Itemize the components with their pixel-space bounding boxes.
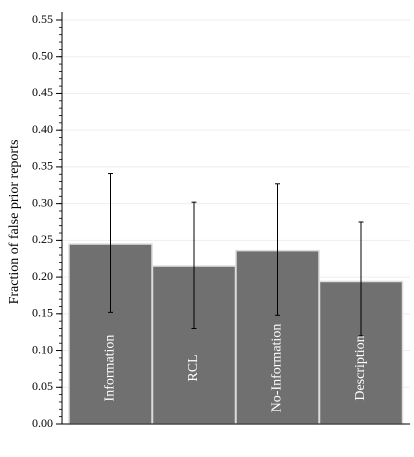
bar-label-rcl: RCL — [186, 354, 201, 381]
y-tick-label: 0.05 — [32, 379, 53, 393]
bar-label-description: Description — [353, 335, 368, 400]
y-tick-label: 0.20 — [32, 269, 53, 283]
y-tick-label: 0.00 — [32, 416, 53, 430]
y-tick-label: 0.45 — [32, 85, 53, 99]
y-axis-ticks: 0.00 0.05 0.10 0.15 0.20 0.25 0.30 0.35 … — [32, 12, 62, 430]
y-tick-label: 0.55 — [32, 12, 53, 26]
y-tick-label: 0.40 — [32, 122, 53, 136]
bar-label-information: Information — [103, 335, 118, 402]
y-tick-label: 0.15 — [32, 306, 53, 320]
bar-label-no-information: No-Information — [270, 324, 285, 413]
bar-labels: Information RCL No-Information Descripti… — [103, 324, 369, 413]
y-tick-label: 0.50 — [32, 48, 53, 62]
y-tick-label: 0.25 — [32, 232, 53, 246]
y-tick-label: 0.30 — [32, 195, 53, 209]
y-tick-label: 0.10 — [32, 342, 53, 356]
error-bars — [108, 173, 364, 337]
bars — [68, 243, 404, 425]
y-tick-label: 0.35 — [32, 159, 53, 173]
y-axis-title: Fraction of false prior reports — [7, 140, 22, 305]
